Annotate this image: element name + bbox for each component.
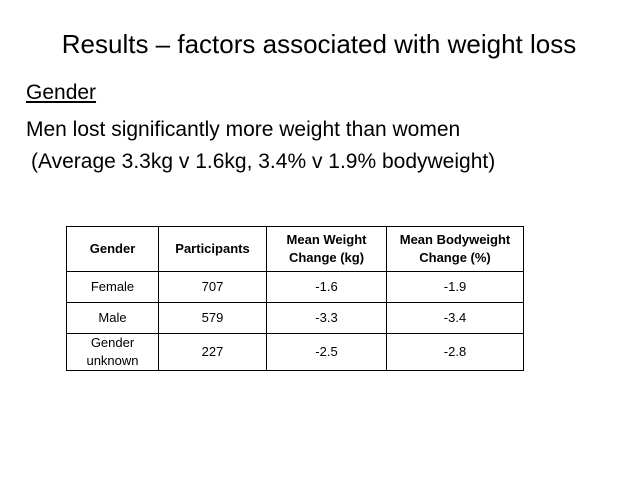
cell-participants: 707 xyxy=(158,271,267,303)
cell-participants: 579 xyxy=(158,302,267,334)
cell-gender: Male xyxy=(66,302,159,334)
finding-text: Men lost significantly more weight than … xyxy=(26,118,461,141)
table-row: Male 579 -3.3 -3.4 xyxy=(66,302,524,334)
cell-bodyweight-change: -2.8 xyxy=(386,333,524,371)
finding-detail: (Average 3.3kg v 1.6kg, 3.4% v 1.9% body… xyxy=(31,150,496,173)
section-heading: Gender xyxy=(26,81,97,104)
cell-gender: Female xyxy=(66,271,159,303)
header-mean-weight-change: Mean Weight Change (kg) xyxy=(266,226,387,272)
header-mean-bodyweight-change: Mean Bodyweight Change (%) xyxy=(386,226,524,272)
header-participants: Participants xyxy=(158,226,267,272)
cell-participants: 227 xyxy=(158,333,267,371)
results-table: Gender Participants Mean Weight Change (… xyxy=(66,226,524,371)
cell-bodyweight-change: -1.9 xyxy=(386,271,524,303)
table-header-row: Gender Participants Mean Weight Change (… xyxy=(66,226,524,272)
cell-weight-change: -2.5 xyxy=(266,333,387,371)
table-row: Female 707 -1.6 -1.9 xyxy=(66,271,524,303)
cell-bodyweight-change: -3.4 xyxy=(386,302,524,334)
table-row: Gender unknown 227 -2.5 -2.8 xyxy=(66,333,524,371)
cell-weight-change: -1.6 xyxy=(266,271,387,303)
header-gender: Gender xyxy=(66,226,159,272)
slide-title: Results – factors associated with weight… xyxy=(61,29,577,59)
cell-weight-change: -3.3 xyxy=(266,302,387,334)
cell-gender: Gender unknown xyxy=(66,333,159,371)
